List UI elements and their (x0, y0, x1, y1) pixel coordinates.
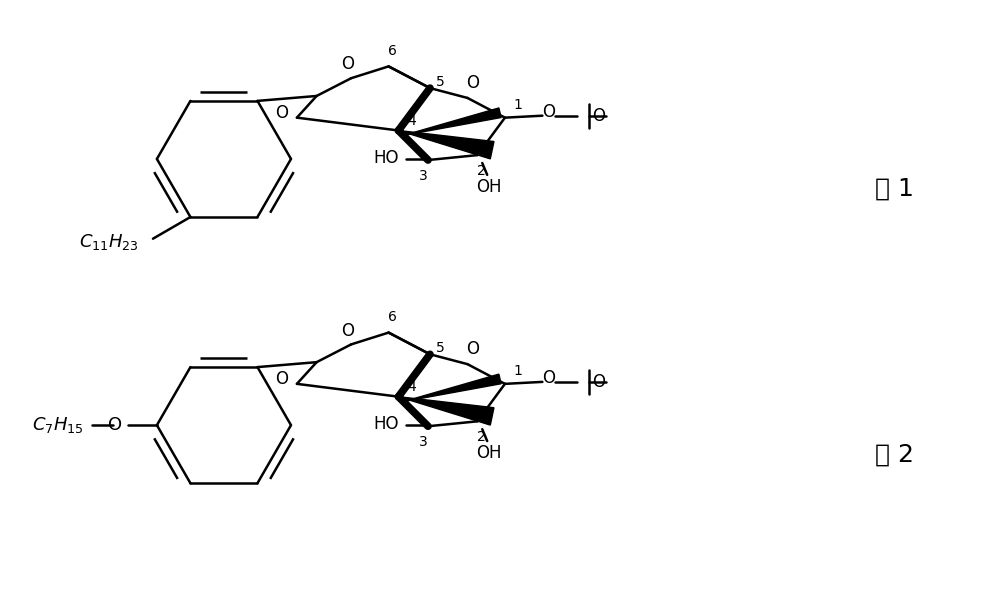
Text: 6: 6 (388, 44, 397, 57)
Text: 5: 5 (435, 342, 444, 355)
Polygon shape (403, 108, 501, 136)
Text: HO: HO (374, 149, 399, 167)
Text: OH: OH (476, 444, 502, 462)
Text: O: O (592, 107, 605, 125)
Text: 4: 4 (407, 114, 416, 128)
Text: $C_{11}H_{23}$: $C_{11}H_{23}$ (79, 231, 138, 252)
Text: O: O (466, 74, 479, 92)
Text: 5: 5 (435, 75, 444, 89)
Text: 式 2: 式 2 (875, 443, 914, 466)
Text: 3: 3 (419, 169, 427, 183)
Text: O: O (275, 104, 288, 122)
Text: 2: 2 (477, 430, 486, 444)
Text: O: O (341, 56, 354, 73)
Polygon shape (403, 374, 501, 401)
Text: O: O (592, 373, 605, 391)
Text: HO: HO (374, 415, 399, 433)
Text: 1: 1 (513, 364, 522, 378)
Polygon shape (398, 130, 494, 159)
Text: O: O (542, 103, 555, 121)
Text: 2: 2 (477, 164, 486, 178)
Text: 6: 6 (388, 310, 397, 324)
Text: O: O (542, 369, 555, 387)
Text: 4: 4 (407, 380, 416, 394)
Text: 3: 3 (419, 435, 427, 449)
Text: O: O (341, 321, 354, 340)
Text: 式 1: 式 1 (875, 176, 914, 201)
Text: $C_7H_{15}$: $C_7H_{15}$ (32, 415, 84, 435)
Text: O: O (108, 416, 122, 434)
Polygon shape (398, 397, 494, 425)
Text: O: O (466, 340, 479, 358)
Text: OH: OH (476, 178, 502, 196)
Text: O: O (275, 370, 288, 388)
Text: 1: 1 (513, 98, 522, 112)
